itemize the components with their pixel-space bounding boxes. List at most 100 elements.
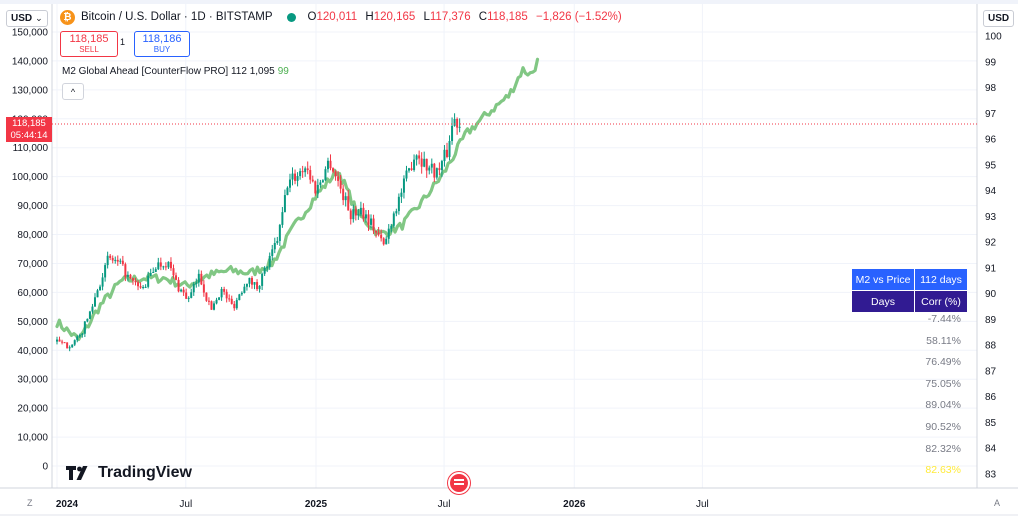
candle-body	[306, 168, 309, 171]
candle-body	[390, 225, 393, 229]
y-right-tick-label: 94	[985, 186, 997, 197]
candle-body	[172, 268, 175, 276]
candle-body	[182, 289, 185, 293]
candle-body	[233, 303, 236, 309]
candle-body	[370, 218, 373, 225]
candle-body	[250, 277, 253, 285]
indicator-label: M2 Global Ahead [CounterFlow PRO] 112 1,…	[62, 66, 275, 77]
candle-body	[294, 173, 297, 181]
candle-body	[76, 336, 79, 341]
ohlc-close: 118,185	[487, 11, 528, 23]
sell-button[interactable]: 118,185 SELL	[60, 31, 118, 57]
y-tick-label: 0	[42, 462, 48, 473]
candle-body	[230, 298, 233, 304]
candle-body	[213, 303, 216, 310]
y-tick-label: 70,000	[17, 259, 48, 270]
candle-body	[438, 168, 441, 171]
candle-body	[380, 234, 383, 239]
candle-body	[337, 176, 340, 181]
candle-body	[288, 179, 291, 188]
y-tick-label: 30,000	[17, 375, 48, 386]
candle-body	[88, 311, 91, 319]
candle-body	[238, 294, 241, 301]
candle-body	[68, 347, 71, 349]
candle-body	[207, 300, 210, 302]
y-right-tick-label: 100	[985, 32, 1002, 43]
y-right-tick-label: 88	[985, 341, 997, 352]
candle-body	[410, 168, 413, 171]
corr-title-right: 112 days	[914, 268, 968, 291]
candle-body	[445, 149, 448, 158]
buy-button[interactable]: 118,186 BUY	[134, 31, 190, 57]
candle-body	[332, 168, 335, 172]
candle-body	[296, 176, 299, 181]
candle-body	[101, 277, 104, 287]
candle-body	[240, 292, 243, 295]
candle-body	[352, 209, 355, 220]
candle-body	[243, 286, 246, 293]
y-right-tick-label: 99	[985, 57, 997, 68]
candle-body	[121, 260, 124, 265]
auto-scale-button[interactable]: A	[994, 498, 1001, 508]
candle-body	[126, 274, 129, 277]
candle-body	[453, 118, 456, 126]
symbol-title[interactable]: Bitcoin / U.S. Dollar · 1D · BITSTAMP	[81, 11, 273, 23]
collapse-legend-button[interactable]: ^	[62, 83, 84, 100]
buy-price: 118,186	[142, 33, 182, 45]
y-tick-label: 80,000	[17, 230, 48, 241]
last-price: 118,185	[12, 118, 46, 129]
currency-selector-left[interactable]: USD ⌄	[6, 10, 48, 27]
indicator-value: 99	[277, 66, 289, 77]
candle-body	[359, 207, 362, 215]
tradingview-icon	[66, 466, 88, 480]
price-change: −1,826 (−1.52%)	[536, 11, 622, 23]
y-tick-label: 50,000	[17, 317, 48, 328]
candle-body	[326, 160, 329, 170]
currency-selector-right[interactable]: USD	[983, 10, 1015, 27]
candle-body	[385, 238, 388, 245]
candle-body	[73, 340, 76, 345]
y-tick-label: 10,000	[17, 433, 48, 444]
candle-body	[309, 170, 312, 180]
zoom-button[interactable]: Z	[27, 498, 33, 508]
candle-body	[152, 271, 155, 273]
x-tick-label: Jul	[179, 499, 192, 510]
candle-body	[96, 290, 99, 298]
candle-body	[177, 279, 180, 292]
candle-body	[402, 178, 405, 193]
candle-body	[278, 224, 281, 241]
y-right-tick-label: 93	[985, 212, 997, 223]
indicator-legend[interactable]: M2 Global Ahead [CounterFlow PRO] 112 1,…	[62, 66, 289, 77]
candle-body	[119, 260, 122, 262]
currency-label: USD	[11, 13, 33, 24]
candle-body	[329, 160, 332, 169]
candle-body	[223, 288, 226, 292]
tradingview-logo[interactable]: TradingView	[66, 464, 192, 482]
candle-body	[215, 299, 218, 304]
y-tick-label: 20,000	[17, 404, 48, 415]
candle-body	[86, 318, 89, 322]
candle-body	[114, 259, 117, 261]
candle-body	[304, 168, 307, 173]
y-right-tick-label: 98	[985, 83, 997, 94]
candle-body	[228, 298, 231, 300]
candle-body	[154, 269, 157, 272]
candle-body	[245, 283, 248, 287]
candle-body	[387, 228, 390, 239]
y-right-tick-label: 83	[985, 470, 997, 481]
y-right-tick-label: 84	[985, 444, 997, 455]
candle-body	[357, 214, 360, 216]
candle-body	[131, 278, 134, 281]
candle-body	[372, 218, 375, 231]
spread-value: 1	[120, 37, 126, 47]
candle-body	[56, 339, 58, 342]
candle-body	[116, 259, 119, 262]
candle-body	[397, 196, 400, 212]
candle-body	[111, 257, 114, 261]
corr-value: 90.52%	[925, 421, 961, 433]
candle-body	[185, 292, 188, 299]
candle-body	[187, 297, 190, 299]
candle-body	[423, 158, 426, 167]
us-flag-icon[interactable]	[448, 472, 470, 494]
